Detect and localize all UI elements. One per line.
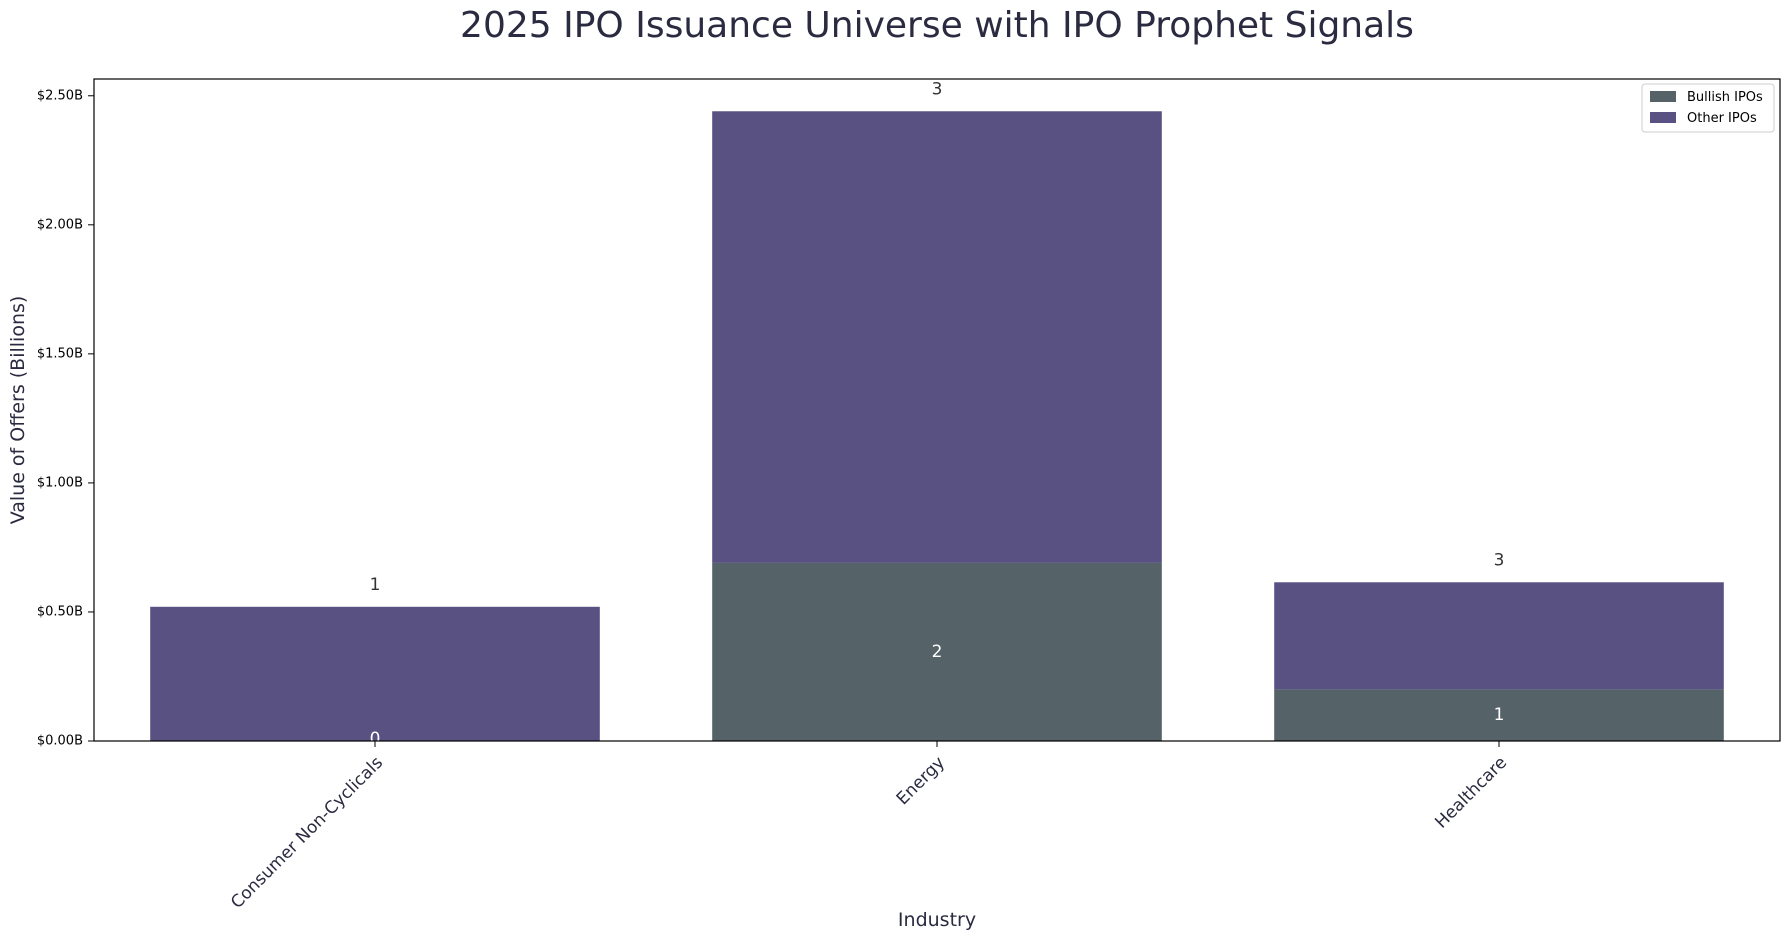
y-tick-label: $2.00B (37, 217, 83, 232)
bar-other (712, 111, 1162, 563)
total-count-label: 3 (1494, 550, 1505, 570)
y-tick-label: $0.50B (37, 604, 83, 619)
legend-label-other: Other IPOs (1687, 111, 1757, 126)
bar-bullish (712, 562, 1162, 741)
legend-swatch-other (1650, 112, 1676, 123)
y-axis-label: Value of Offers (Billions) (7, 296, 29, 525)
chart-title: 2025 IPO Issuance Universe with IPO Prop… (460, 5, 1414, 46)
x-tick-label: Consumer Non-Cyclicals (227, 753, 387, 913)
x-axis: Consumer Non-Cyclicals Energy Healthcare (227, 741, 1511, 913)
y-tick-label: $1.00B (37, 475, 83, 490)
bar-other (150, 606, 600, 741)
bullish-count-label: 2 (932, 642, 943, 662)
legend-swatch-bullish (1650, 91, 1676, 102)
x-tick-label: Healthcare (1431, 753, 1511, 833)
y-tick-label: $2.50B (37, 88, 83, 103)
plot-area: 0 1 2 3 1 3 $0.00B $0.50B $1.00B $1.50B $2.00B $2.… (37, 78, 1781, 913)
bar-labels-layer: 0 1 2 3 1 3 (370, 79, 1505, 749)
bars-layer (150, 111, 1724, 741)
bullish-count-label: 0 (370, 729, 381, 749)
y-tick-label: $0.00B (37, 734, 83, 749)
y-axis: $0.00B $0.50B $1.00B $1.50B $2.00B $2.50B (37, 88, 94, 749)
legend-label-bullish: Bullish IPOs (1687, 90, 1763, 105)
bar-bullish (1274, 689, 1724, 741)
total-count-label: 1 (370, 575, 381, 595)
total-count-label: 3 (932, 79, 943, 99)
bullish-count-label: 1 (1494, 705, 1505, 725)
bar-other (1274, 582, 1724, 690)
x-tick-label: Energy (893, 753, 949, 809)
y-tick-label: $1.50B (37, 346, 83, 361)
legend: Bullish IPOs Other IPOs (1641, 83, 1775, 133)
x-axis-label: Industry (898, 909, 976, 931)
